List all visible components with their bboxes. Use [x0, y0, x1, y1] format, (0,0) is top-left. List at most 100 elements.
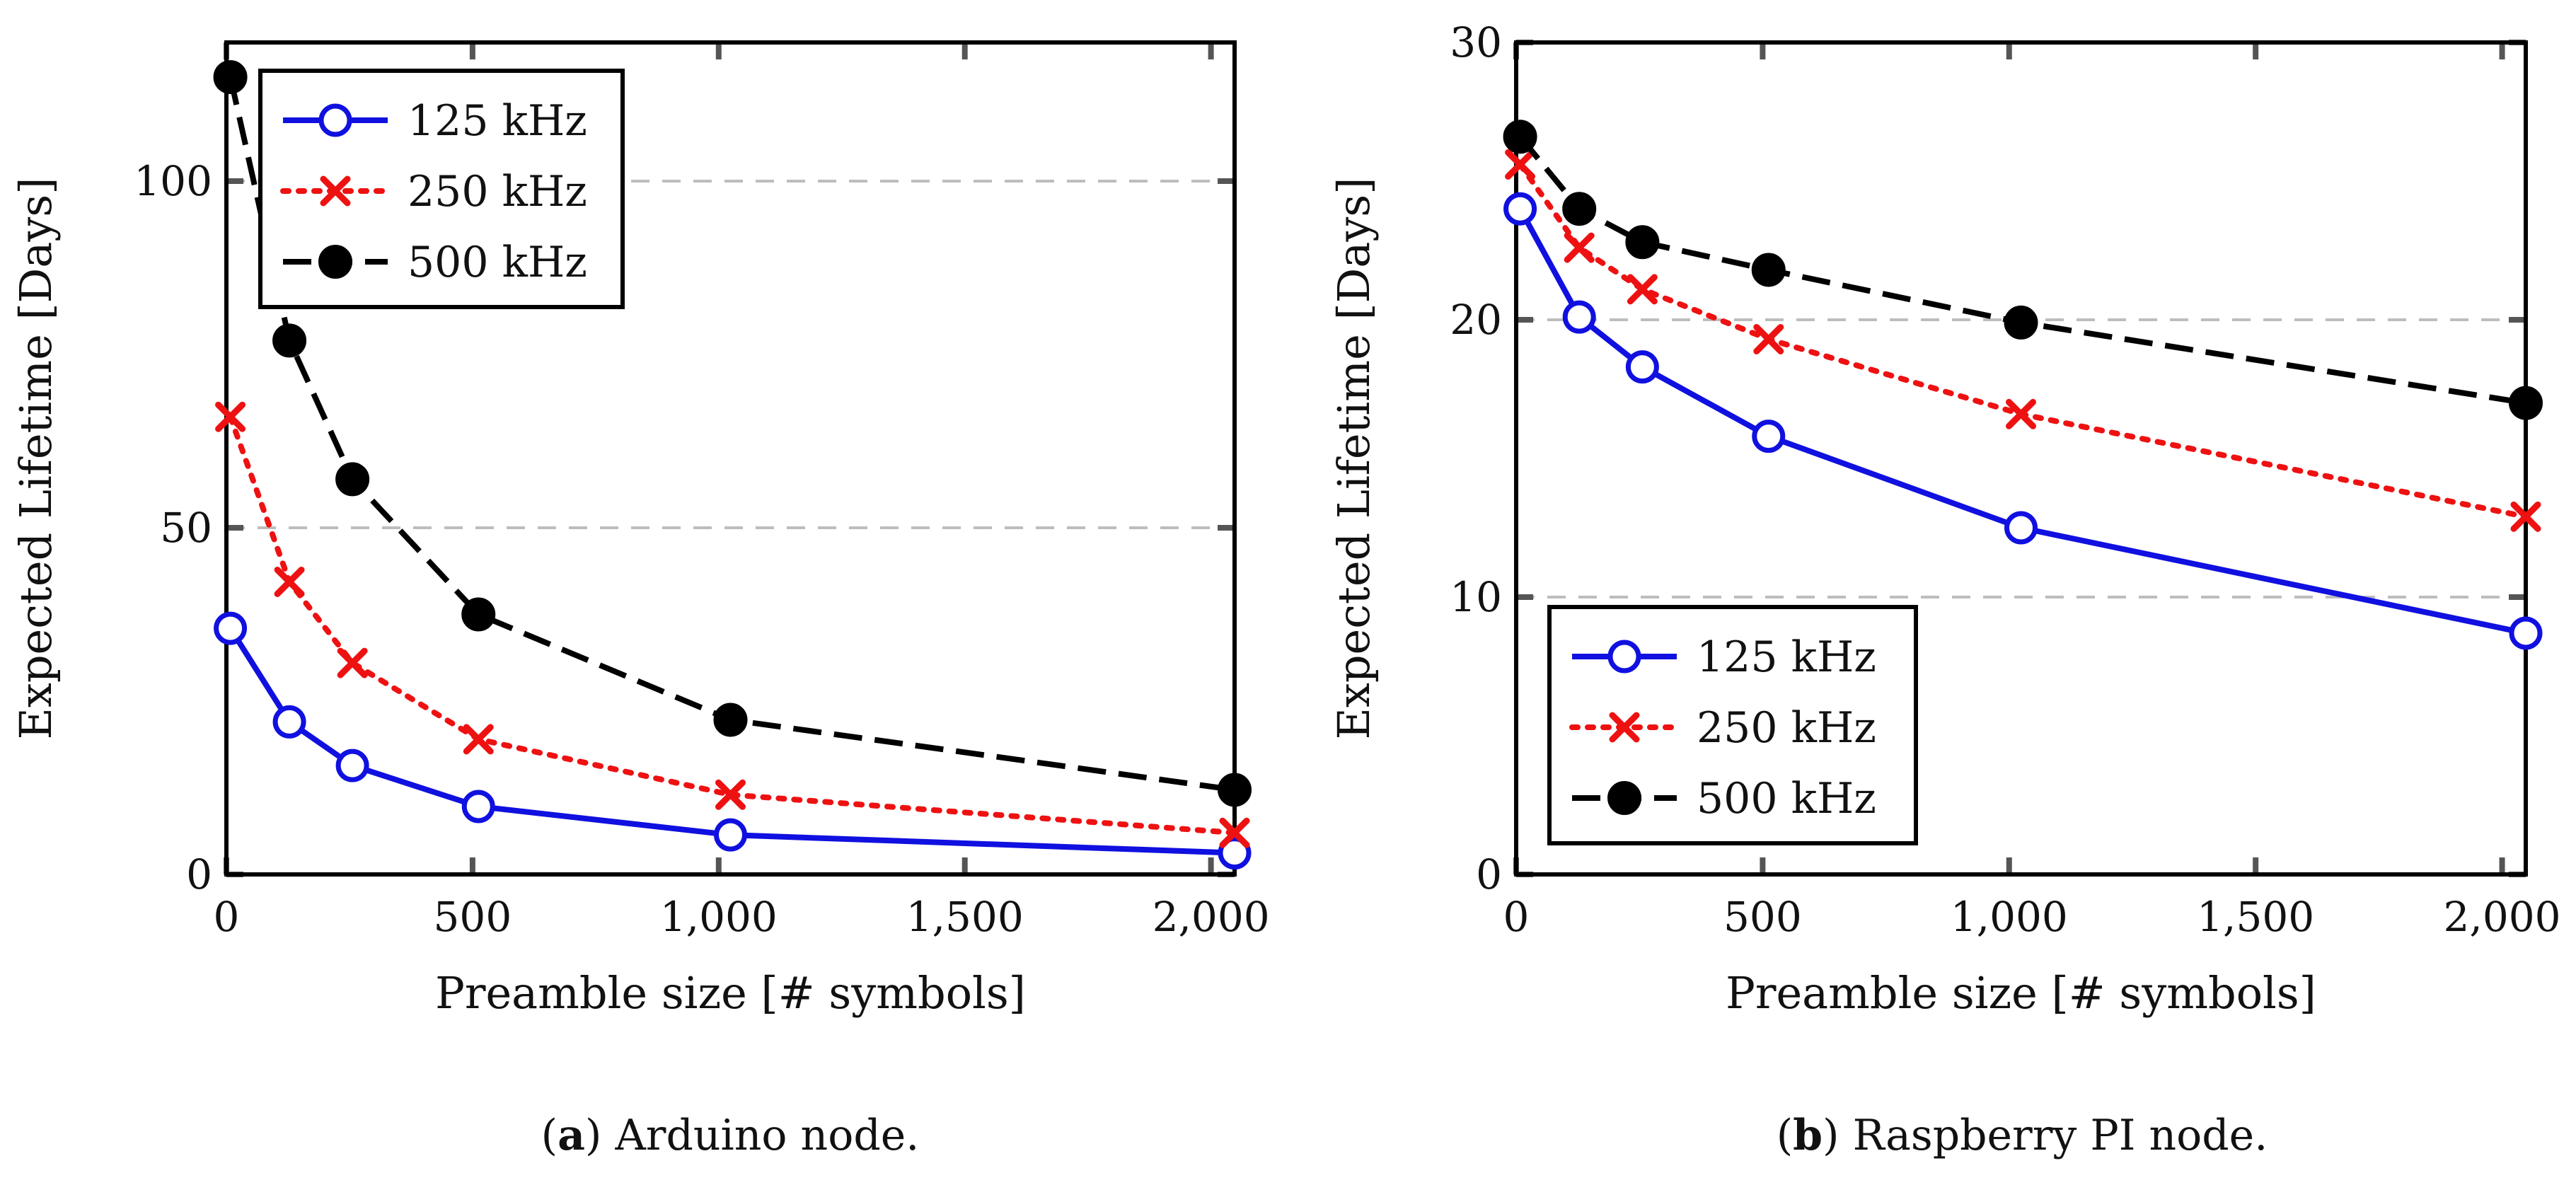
legend-item: 250 kHz [1569, 703, 1876, 753]
data-point [2510, 501, 2541, 532]
series-line [1518, 134, 2526, 406]
legend-label: 125 kHz [1697, 632, 1876, 682]
data-point [215, 401, 246, 432]
data-point [1219, 817, 1250, 848]
data-point-stroke [1505, 149, 1536, 180]
data-point [318, 103, 352, 137]
x-axis-label: Preamble size [# symbols] [435, 967, 1026, 1019]
y-tick-label: 100 [134, 157, 212, 205]
series-line [1518, 207, 2526, 636]
legend-label: 250 kHz [408, 167, 587, 216]
legend-item: 500 kHz [1572, 774, 1876, 823]
series-line [1517, 161, 2529, 520]
chart-panel-a: 0 50 100 0 500 1,000 1,500 2,000 Preamble size [… [10, 40, 1270, 1160]
plot-frame [224, 40, 1237, 877]
x-tick-label: 1,000 [660, 893, 778, 941]
data-point [337, 647, 368, 678]
data-point [1625, 350, 1659, 384]
caption-paren: ( [1777, 1111, 1793, 1160]
y-tick-label: 0 [186, 850, 212, 898]
data-point [1218, 836, 1252, 870]
caption-paren: ) [585, 1111, 615, 1160]
caption-paren: ( [541, 1111, 558, 1160]
data-point [2509, 616, 2543, 650]
data-point [335, 462, 370, 497]
legend-item: 250 kHz [280, 167, 587, 216]
series-line [227, 414, 1237, 836]
data-point [1627, 274, 1658, 305]
series-250-khz [1505, 149, 2541, 532]
series-125-khz [214, 611, 1252, 870]
x-tick-label: 1,500 [2197, 893, 2314, 941]
data-point [1607, 781, 1641, 815]
y-tick-label: 0 [1476, 850, 1502, 898]
legend: 125 kHz 250 kHz 500 kHz [258, 69, 625, 309]
data-point-stroke [1753, 323, 1784, 354]
data-point [1562, 192, 1597, 226]
data-point-stroke [1627, 274, 1658, 305]
data-point [1607, 640, 1641, 674]
data-point-stroke [337, 647, 368, 678]
data-point [2004, 511, 2038, 545]
data-point [2509, 386, 2543, 420]
data-point-stroke [2510, 501, 2541, 532]
x-tick-label: 2,000 [1153, 893, 1270, 941]
data-point [714, 818, 747, 852]
chart-panel-b: 0 10 20 30 0 500 1,000 1,500 2,000 Preamble size … [1328, 18, 2561, 1160]
data-point [318, 245, 352, 279]
data-point [461, 790, 495, 823]
data-point-stroke [1219, 817, 1250, 848]
data-point [1751, 253, 1786, 287]
y-tick-label: 30 [1450, 18, 1502, 67]
legend-label: 250 kHz [1697, 703, 1876, 753]
data-point [1625, 225, 1660, 260]
y-tick-label: 50 [160, 504, 212, 552]
data-point [214, 611, 248, 645]
data-point-stroke [715, 779, 746, 810]
data-point [1564, 232, 1595, 263]
y-axis-label: Expected Lifetime [Days] [10, 178, 62, 740]
data-point [335, 748, 369, 782]
legend-item: 125 kHz [1572, 632, 1876, 682]
data-point [1503, 120, 1537, 154]
caption-letter: a [558, 1111, 585, 1160]
data-point [2006, 398, 2036, 429]
x-tick-label: 500 [1723, 893, 1802, 941]
legend-label: 125 kHz [408, 96, 587, 146]
data-point [1218, 773, 1252, 807]
series-line [228, 626, 1235, 856]
data-point [715, 779, 746, 810]
data-point [213, 60, 248, 94]
data-point-stroke [215, 401, 246, 432]
data-point-stroke [274, 566, 305, 597]
data-point [320, 175, 351, 207]
data-point [272, 323, 307, 358]
y-tick-label: 20 [1450, 296, 1502, 344]
legend-label: 500 kHz [408, 238, 587, 287]
series-250-khz [215, 401, 1250, 848]
x-tick-label: 1,000 [1951, 893, 2068, 941]
legend-label: 500 kHz [1697, 774, 1876, 823]
series-125-khz [1503, 192, 2543, 650]
caption-text: Arduino node. [614, 1111, 919, 1160]
data-point-stroke [463, 724, 494, 755]
data-point [1753, 323, 1784, 354]
data-point [1503, 192, 1537, 226]
data-point [272, 705, 306, 739]
data-point-stroke [320, 175, 351, 207]
data-point [1609, 712, 1640, 743]
caption-paren: ) [1823, 1111, 1852, 1160]
legend: 125 kHz 250 kHz 500 kHz [1547, 605, 1918, 845]
data-point [1752, 420, 1786, 453]
data-point [463, 724, 494, 755]
x-tick-label: 2,000 [2444, 893, 2561, 941]
y-tick-label: 10 [1450, 573, 1502, 621]
data-point [2004, 305, 2038, 340]
caption-text: Raspberry PI node. [1853, 1111, 2268, 1160]
legend-item: 500 kHz [283, 238, 587, 287]
x-axis-label: Preamble size [# symbols] [1726, 967, 2316, 1019]
x-tick-label: 0 [1503, 893, 1530, 941]
plot-frame [1514, 40, 2528, 877]
data-point [274, 566, 305, 597]
data-point-stroke [2006, 398, 2036, 429]
